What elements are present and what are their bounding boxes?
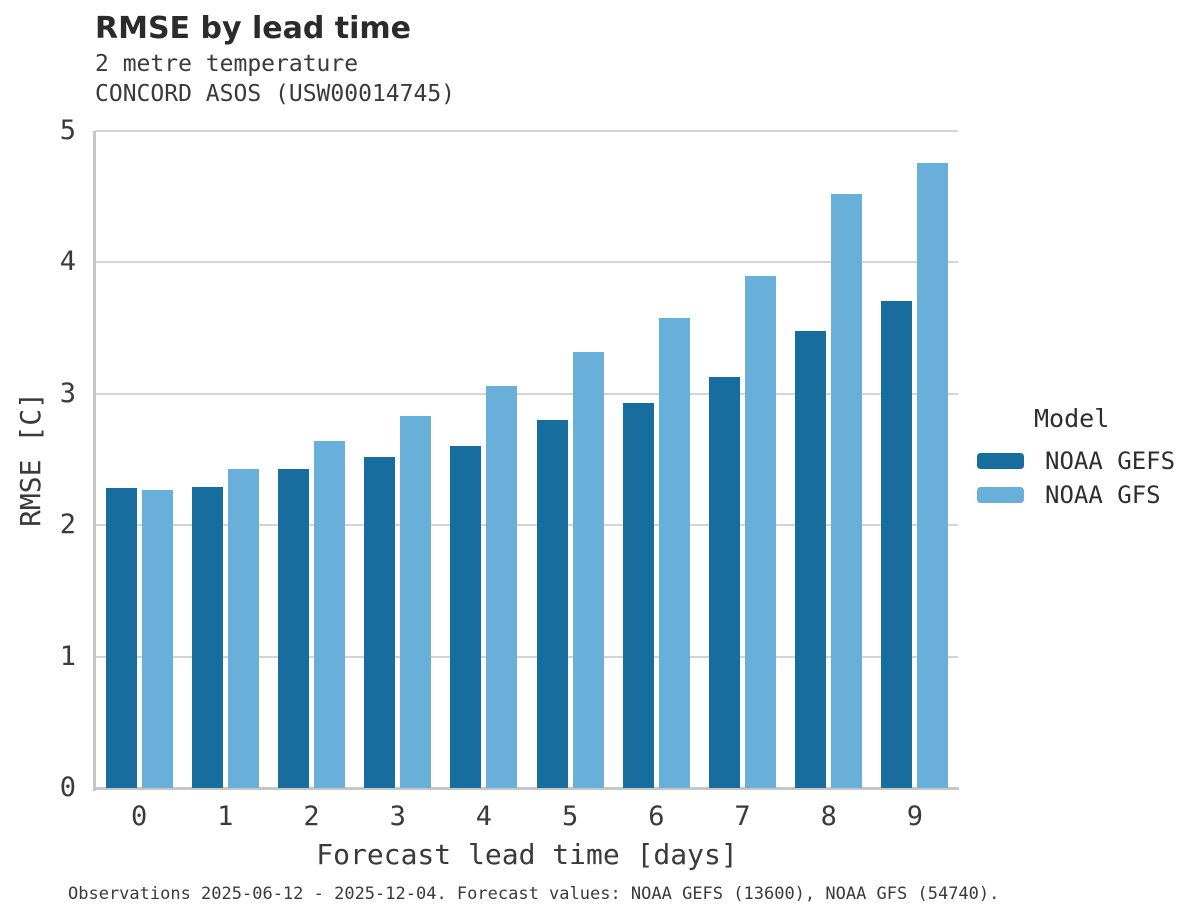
bar-noaa-gfs-day3 xyxy=(400,416,432,788)
legend-entries: NOAA GEFS NOAA GFS xyxy=(977,444,1195,512)
x-tick-label-8: 8 xyxy=(820,801,837,832)
bar-noaa-gfs-day1 xyxy=(227,468,259,788)
x-axis-label: Forecast lead time [days] xyxy=(316,838,738,871)
gridline-y-4 xyxy=(96,261,958,264)
chart-subtitle-variable: 2 metre temperature xyxy=(95,51,359,77)
legend-swatch-noaa-gfs xyxy=(977,487,1024,503)
y-axis-label-text: RMSE [C] xyxy=(13,392,47,527)
gridline-y-3 xyxy=(96,392,958,395)
y-axis-spine xyxy=(93,131,96,791)
y-tick-label-1: 1 xyxy=(59,640,76,672)
chart-subtitle-station: CONCORD ASOS (USW00014745) xyxy=(95,81,456,107)
x-tick-label-2: 2 xyxy=(303,801,320,832)
gridline-y-5 xyxy=(96,130,958,132)
bar-noaa-gfs-day5 xyxy=(572,351,604,788)
bar-noaa-gefs-day8 xyxy=(795,330,827,788)
bar-noaa-gefs-day1 xyxy=(191,487,223,788)
x-tick-label-0: 0 xyxy=(130,801,148,832)
y-tick-label-5: 5 xyxy=(59,115,76,146)
legend: Model NOAA GEFS NOAA GFS xyxy=(977,405,1195,512)
gridline-y-1 xyxy=(96,655,958,658)
y-tick-label-0: 0 xyxy=(59,772,76,803)
plot-area xyxy=(96,130,958,788)
bar-noaa-gfs-day9 xyxy=(917,162,949,788)
x-tick-label-4: 4 xyxy=(475,801,493,832)
x-tick-label-1: 1 xyxy=(217,801,234,832)
y-tick-label-3: 3 xyxy=(59,377,76,409)
x-tick-label-7: 7 xyxy=(734,801,751,832)
legend-entry-noaa-gefs: NOAA GEFS xyxy=(977,444,1195,478)
legend-label-noaa-gfs: NOAA GFS xyxy=(1045,481,1161,509)
gridline-y-2 xyxy=(96,524,958,527)
bar-noaa-gfs-day0 xyxy=(141,489,173,788)
bar-noaa-gfs-day6 xyxy=(658,317,690,788)
x-axis-spine xyxy=(93,787,959,790)
bar-noaa-gefs-day3 xyxy=(364,456,396,788)
bar-noaa-gfs-day2 xyxy=(314,441,345,788)
bar-noaa-gefs-day6 xyxy=(622,403,654,788)
bar-noaa-gfs-day7 xyxy=(745,275,776,788)
legend-swatch-noaa-gefs xyxy=(977,453,1024,469)
x-tick-label-3: 3 xyxy=(389,801,406,832)
legend-entry-noaa-gfs: NOAA GFS xyxy=(977,478,1195,512)
x-tick-label-5: 5 xyxy=(561,801,579,832)
x-tick-label-9: 9 xyxy=(906,801,924,832)
bar-noaa-gefs-day9 xyxy=(881,300,913,788)
x-tick-label-6: 6 xyxy=(648,801,665,832)
y-tick-label-2: 2 xyxy=(59,509,76,541)
y-tick-label-4: 4 xyxy=(59,246,76,278)
legend-label-noaa-gefs: NOAA GEFS xyxy=(1045,447,1176,475)
footer-caption: Observations 2025-06-12 - 2025-12-04. Fo… xyxy=(68,884,1000,904)
x-axis-tick-labels: 0 1 2 3 4 5 6 7 8 9 xyxy=(96,802,958,832)
bar-noaa-gefs-day7 xyxy=(709,376,740,788)
chart-title: RMSE by lead time xyxy=(95,11,411,46)
bar-noaa-gefs-day0 xyxy=(105,488,137,788)
bar-noaa-gefs-day4 xyxy=(450,446,482,788)
bar-noaa-gefs-day2 xyxy=(278,468,309,788)
legend-title: Model xyxy=(1034,404,1110,433)
bar-noaa-gfs-day4 xyxy=(486,385,518,788)
bar-noaa-gfs-day8 xyxy=(831,194,863,788)
y-axis-label: RMSE [C] xyxy=(2,131,58,788)
bar-noaa-gefs-day5 xyxy=(536,420,568,788)
